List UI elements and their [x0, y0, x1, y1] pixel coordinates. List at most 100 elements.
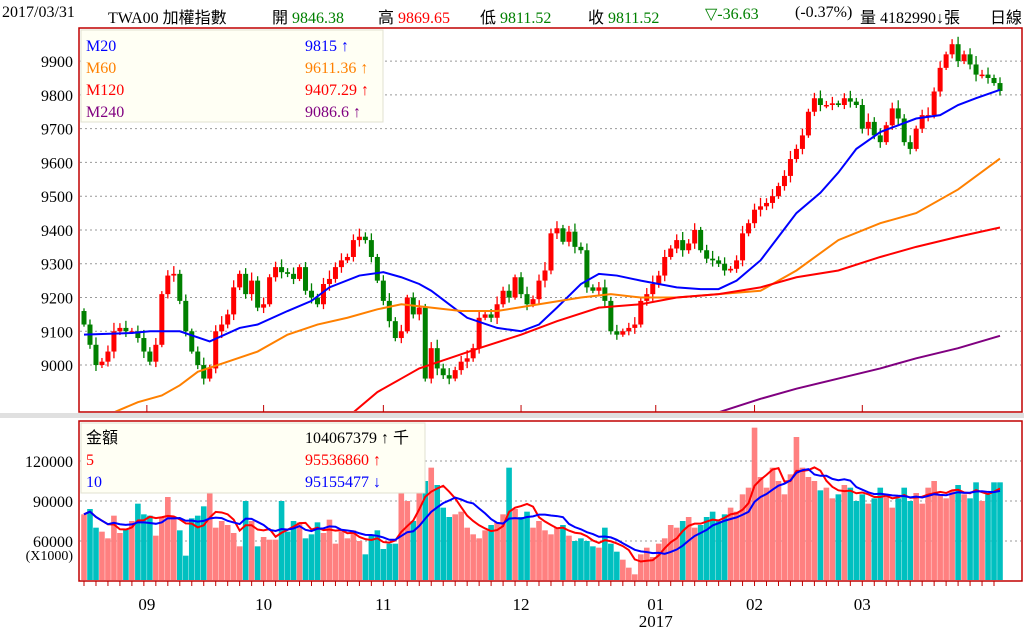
- high-label: 高: [378, 10, 395, 27]
- candle-body: [297, 267, 303, 279]
- candle-body: [734, 260, 740, 269]
- volume-bar: [919, 503, 925, 580]
- candle-body: [805, 111, 811, 136]
- candle-body: [674, 240, 680, 249]
- price-legend: [80, 29, 384, 123]
- candlestick: [823, 100, 829, 109]
- candlestick: [416, 300, 422, 321]
- candle-body: [392, 321, 398, 339]
- candle-body: [123, 327, 129, 332]
- panel-splitter[interactable]: [0, 413, 1024, 418]
- volume-bar: [973, 482, 979, 580]
- candle-body: [799, 135, 805, 149]
- candle-body: [680, 240, 686, 251]
- candlestick: [338, 253, 344, 273]
- candle-body: [620, 331, 626, 335]
- volume-bar: [907, 501, 913, 580]
- volume-bar: [512, 509, 518, 580]
- candlestick: [261, 297, 267, 314]
- candlestick: [961, 50, 967, 65]
- candlestick: [979, 69, 985, 79]
- candle-body: [93, 344, 99, 366]
- volume-bar: [434, 485, 441, 580]
- candle-body: [650, 284, 656, 295]
- volume-bar: [751, 427, 758, 580]
- volume-bar: [488, 525, 494, 580]
- candlestick: [111, 322, 117, 359]
- candle-body: [446, 375, 452, 379]
- candlestick: [171, 266, 177, 282]
- candle-body: [249, 280, 255, 295]
- candle-body: [303, 267, 309, 291]
- volume-legend-name: 金額: [86, 429, 118, 447]
- candlestick: [189, 328, 195, 354]
- volume-bar: [188, 518, 195, 580]
- candle-body: [590, 287, 596, 291]
- candle-body: [512, 277, 518, 298]
- candle-body: [704, 250, 710, 259]
- candle-body: [668, 248, 674, 257]
- volume-bar: [308, 534, 315, 580]
- candlestick: [374, 253, 380, 284]
- volume-bar: [153, 535, 159, 580]
- price-tick-label: 9300: [41, 257, 73, 274]
- price-legend-box: [80, 29, 384, 123]
- candle-body: [362, 236, 368, 241]
- volume-bar: [518, 517, 524, 580]
- candlestick: [201, 357, 207, 385]
- volume-bar: [757, 477, 764, 580]
- candlestick: [584, 243, 590, 293]
- volume-bar: [176, 530, 183, 580]
- close-label: 收: [588, 10, 605, 27]
- candlestick: [81, 308, 87, 327]
- open-value: 9846.38: [292, 10, 345, 27]
- candlestick: [835, 100, 841, 108]
- volume-bar: [709, 511, 716, 580]
- candle-body: [901, 118, 907, 143]
- candle-body: [368, 240, 374, 257]
- volume-bar: [224, 525, 231, 580]
- volume-bar: [673, 527, 680, 580]
- candle-body: [740, 233, 746, 261]
- volume-bar: [368, 535, 375, 580]
- price-tick-label: 9200: [41, 291, 73, 308]
- volume-bar: [194, 515, 201, 580]
- candle-body: [895, 108, 901, 119]
- volume-bar: [955, 485, 961, 580]
- candlestick: [243, 268, 249, 299]
- volume-bar: [500, 514, 506, 580]
- candle-body: [793, 148, 799, 160]
- candle-body: [949, 44, 955, 55]
- volume-bar: [338, 531, 345, 580]
- volume-bar: [799, 467, 806, 580]
- month-label: 03: [854, 595, 871, 614]
- volume-bar: [272, 539, 279, 580]
- candle-body: [997, 83, 1003, 91]
- volume-bar: [877, 487, 884, 580]
- period-selector[interactable]: 日線: [990, 10, 1023, 27]
- volume-bar: [775, 481, 782, 580]
- volume-bar: [727, 507, 734, 580]
- volume-bar: [506, 467, 512, 580]
- volume-bar: [925, 487, 931, 580]
- volume-bar: [937, 494, 943, 580]
- price-panel-frame: [78, 27, 1023, 413]
- candlestick: [638, 297, 644, 328]
- month-label: 12: [513, 595, 530, 614]
- volume-bar: [542, 530, 548, 580]
- volume-bar: [685, 517, 692, 580]
- volume-bar: [356, 541, 363, 580]
- candle-body: [105, 351, 111, 362]
- candle-body: [746, 223, 752, 234]
- candle-body: [907, 142, 913, 149]
- candle-body: [608, 300, 614, 332]
- candlestick: [560, 224, 566, 245]
- candle-body: [237, 273, 243, 288]
- volume-bar: [320, 533, 327, 580]
- volume-bar: [266, 539, 273, 580]
- candle-body: [279, 267, 285, 273]
- candle-body: [656, 275, 662, 284]
- candlestick: [907, 135, 913, 155]
- candle-body: [189, 331, 195, 352]
